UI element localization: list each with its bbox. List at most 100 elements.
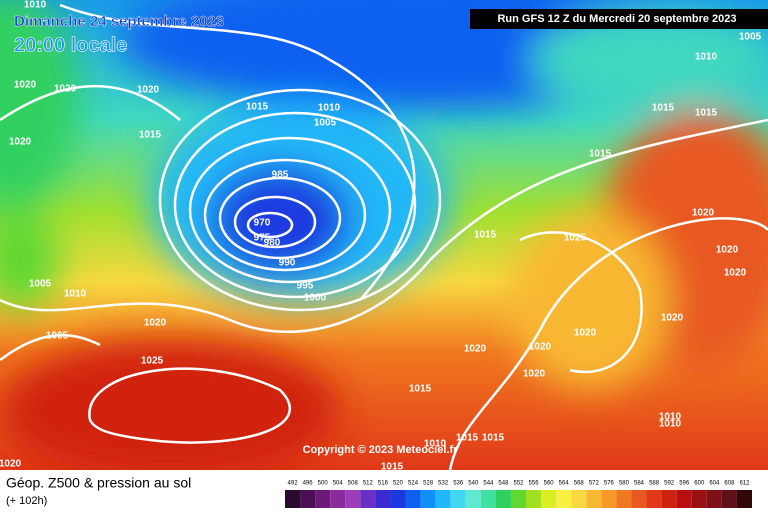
isobar-label: 1015 [409, 384, 432, 395]
scale-label: 608 [724, 481, 735, 487]
isobar-label: 1005 [29, 279, 52, 290]
isobar-label: 1020 [523, 369, 546, 380]
scale-label: 592 [664, 481, 675, 487]
scale-label: 548 [498, 481, 509, 487]
scale-swatch [646, 490, 662, 508]
isobar-label: 1020 [54, 84, 77, 95]
scale-swatch [586, 490, 602, 508]
scale-swatch [435, 490, 451, 508]
isobar-label: 1020 [574, 328, 597, 339]
scale-swatch [541, 490, 557, 508]
scale-label: 524 [408, 481, 419, 487]
scale-label: 584 [634, 481, 645, 487]
scale-label: 572 [589, 481, 600, 487]
map-date: Dimanche 24 septembre 2023 [14, 13, 224, 30]
isobar-label: 1000 [304, 293, 327, 304]
isobar-label: 1020 [716, 245, 739, 256]
isobar-label: 1015 [474, 230, 497, 241]
isobar-label: 1010 [659, 419, 682, 430]
scale-swatch [601, 490, 617, 508]
legend-title: Géop. Z500 & pression au sol [6, 475, 191, 491]
isobar-label: 1020 [14, 80, 37, 91]
scale-swatch [571, 490, 587, 508]
scale-label: 528 [423, 481, 434, 487]
isobar-label: 1010 [695, 52, 718, 63]
isobar-label: 1005 [46, 331, 69, 342]
isobar-label: 985 [272, 170, 289, 181]
legend-lead: (+ 102h) [6, 495, 47, 507]
scale-label: 604 [709, 481, 720, 487]
field [0, 0, 768, 480]
copyright: Copyright © 2023 Meteociel.fr [303, 444, 459, 456]
isobar-label: 1020 [529, 342, 552, 353]
scale-swatch [706, 490, 722, 508]
isobar-label: 1015 [652, 103, 675, 114]
isobar-label: 1020 [661, 313, 684, 324]
color-scale: 492 496 500 504 508 512 516 520 524 528 532 536 540 5… [285, 481, 752, 508]
scale-label: 564 [559, 481, 570, 487]
isobar-label: 1015 [456, 433, 479, 444]
scale-swatch [420, 490, 436, 508]
scale-swatch [465, 490, 481, 508]
scale-swatch [691, 490, 707, 508]
scale-swatch [661, 490, 677, 508]
isobar-label: 970 [254, 218, 271, 229]
isobars [0, 3, 768, 471]
isobar-labels: 1010 1020 1020 1020 1015 1020 1015 1010 1005 985 9… [0, 0, 762, 473]
scale-label: 544 [483, 481, 494, 487]
scale-label: 540 [468, 481, 479, 487]
scale-label: 600 [694, 481, 705, 487]
map-time: 20:00 locale [14, 34, 127, 56]
isobar-label: 1015 [695, 108, 718, 119]
isobar-label: 1025 [564, 233, 587, 244]
isobar-label: 1020 [724, 268, 747, 279]
scale-label: 552 [513, 481, 524, 487]
scale-swatch [510, 490, 527, 508]
isobar-label: 1020 [0, 459, 22, 470]
scale-label: 536 [453, 481, 464, 487]
scale-label: 596 [679, 481, 690, 487]
scale-swatch [315, 490, 331, 508]
isobar-label: 1005 [739, 32, 762, 43]
scale-label: 504 [333, 481, 344, 487]
isobar-label: 980 [264, 238, 281, 249]
isobar-label: 1020 [144, 318, 167, 329]
scale-label: 588 [649, 481, 660, 487]
scale-label: 520 [393, 481, 404, 487]
scale-swatch [360, 490, 376, 508]
isobar-label: 995 [297, 281, 314, 292]
scale-swatch [330, 490, 346, 508]
isobar-label: 1020 [464, 344, 487, 355]
scale-swatch [450, 490, 466, 508]
scale-label: 568 [574, 481, 585, 487]
scale-label: 532 [438, 481, 449, 487]
scale-swatch [495, 490, 511, 508]
scale-swatch [480, 490, 496, 508]
scale-label: 556 [529, 481, 540, 487]
isobar-label: 1010 [24, 0, 47, 11]
scale-label: 516 [378, 481, 389, 487]
scale-label: 512 [363, 481, 374, 487]
scale-label: 492 [288, 481, 299, 487]
scale-label: 508 [348, 481, 359, 487]
scale-swatch [375, 490, 391, 508]
isobar-label: 1015 [381, 462, 404, 473]
scale-label: 500 [318, 481, 329, 487]
scale-swatch [556, 490, 572, 508]
scale-label: 560 [544, 481, 555, 487]
isobar-label: 1015 [246, 102, 269, 113]
scale-label: 496 [303, 481, 314, 487]
isobar-label: 1010 [318, 103, 341, 114]
scale-swatch [631, 490, 647, 508]
scale-swatch [526, 490, 542, 508]
isobar-label: 1010 [659, 412, 682, 423]
isobar-label: 1005 [314, 118, 337, 129]
scale-label: 576 [604, 481, 615, 487]
isobar-label: 1020 [9, 137, 32, 148]
run-info: Run GFS 12 Z du Mercredi 20 septembre 20… [497, 13, 736, 25]
scale-swatch [676, 490, 692, 508]
scale-swatch [721, 490, 737, 508]
scale-swatch [390, 490, 406, 508]
scale-label: 612 [739, 481, 750, 487]
